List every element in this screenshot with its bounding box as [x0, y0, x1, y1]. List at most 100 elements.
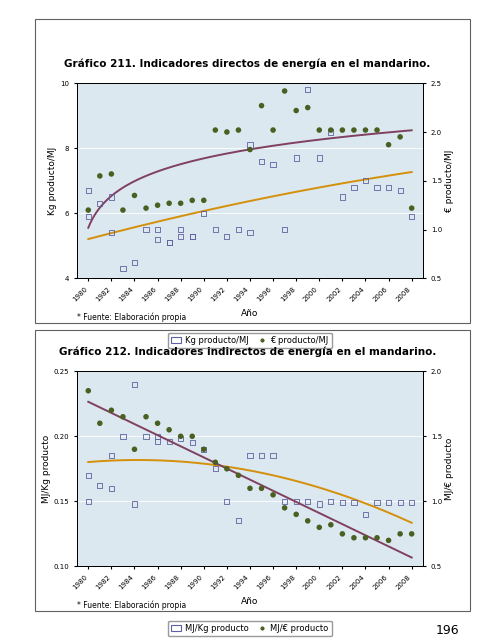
Point: [385, 140, 393, 150]
Legend: Kg producto/MJ, € producto/MJ: Kg producto/MJ, € producto/MJ: [168, 333, 332, 348]
Legend: MJ/Kg producto, MJ/€ producto: MJ/Kg producto, MJ/€ producto: [168, 621, 332, 636]
Point: [223, 496, 231, 506]
Point: [408, 529, 416, 539]
Point: [408, 211, 416, 221]
Point: [188, 431, 196, 442]
Point: [327, 496, 335, 506]
Point: [177, 225, 185, 235]
Point: [177, 198, 185, 209]
Point: [177, 431, 185, 442]
Point: [235, 125, 243, 135]
Point: [373, 532, 381, 543]
Point: [84, 186, 92, 196]
Point: [188, 195, 196, 205]
Point: [165, 198, 173, 209]
Point: [304, 102, 312, 113]
Point: [246, 145, 254, 155]
Point: [396, 497, 404, 508]
Point: [131, 444, 139, 454]
Point: [153, 418, 161, 428]
Y-axis label: MJ/€ producto: MJ/€ producto: [445, 438, 454, 500]
Point: [281, 86, 289, 96]
Point: [269, 125, 277, 135]
Point: [235, 225, 243, 235]
Point: [361, 176, 369, 186]
Point: [339, 529, 346, 539]
Point: [131, 257, 139, 268]
Point: [142, 431, 150, 442]
Point: [107, 169, 115, 179]
Point: [292, 153, 300, 163]
Point: [246, 140, 254, 150]
Point: [246, 228, 254, 238]
Point: [96, 481, 104, 491]
Point: [339, 125, 346, 135]
Point: [281, 503, 289, 513]
Point: [96, 418, 104, 428]
Point: [257, 483, 265, 493]
Text: Gráfico 211. Indicadores directos de energía en el mandarino.: Gráfico 211. Indicadores directos de ene…: [64, 59, 431, 69]
Point: [339, 192, 346, 202]
Point: [350, 125, 358, 135]
Point: [223, 231, 231, 241]
Point: [131, 499, 139, 509]
Point: [327, 520, 335, 530]
Point: [396, 186, 404, 196]
Point: [84, 211, 92, 221]
Point: [327, 125, 335, 135]
Point: [107, 192, 115, 202]
Point: [235, 470, 243, 481]
X-axis label: Año: Año: [241, 596, 259, 605]
Point: [327, 127, 335, 137]
Point: [200, 444, 208, 454]
Point: [200, 208, 208, 218]
Text: Gráfico 212. Indicadores indirectos de energía en el mandarino.: Gráfico 212. Indicadores indirectos de e…: [59, 347, 436, 357]
Point: [119, 205, 127, 215]
Point: [96, 171, 104, 181]
Text: 196: 196: [436, 623, 459, 637]
Point: [107, 405, 115, 415]
Point: [96, 198, 104, 209]
Point: [153, 431, 161, 442]
Point: [153, 436, 161, 447]
Point: [211, 464, 219, 474]
Point: [107, 451, 115, 461]
Point: [153, 200, 161, 211]
Point: [223, 127, 231, 137]
Y-axis label: Kg producto/MJ: Kg producto/MJ: [49, 147, 57, 215]
X-axis label: Año: Año: [241, 308, 259, 317]
Point: [304, 496, 312, 506]
Point: [373, 182, 381, 193]
Point: [131, 190, 139, 200]
Point: [142, 225, 150, 235]
Y-axis label: MJ/Kg producto: MJ/Kg producto: [42, 435, 50, 503]
Point: [361, 125, 369, 135]
Point: [84, 496, 92, 506]
Y-axis label: € producto/MJ: € producto/MJ: [445, 150, 454, 212]
Point: [408, 203, 416, 213]
Point: [396, 529, 404, 539]
Point: [119, 431, 127, 442]
Point: [269, 159, 277, 170]
Point: [281, 225, 289, 235]
Point: [211, 225, 219, 235]
Point: [165, 425, 173, 435]
Point: [119, 264, 127, 274]
Point: [396, 132, 404, 142]
Point: [107, 228, 115, 238]
Point: [292, 496, 300, 506]
Point: [373, 497, 381, 508]
Point: [361, 509, 369, 520]
Point: [292, 106, 300, 116]
Point: [281, 496, 289, 506]
Point: [304, 84, 312, 95]
Point: [84, 470, 92, 481]
Point: [304, 516, 312, 526]
Point: [153, 225, 161, 235]
Point: [153, 234, 161, 244]
Point: [350, 182, 358, 193]
Point: [188, 231, 196, 241]
Point: [119, 412, 127, 422]
Point: [257, 100, 265, 111]
Point: [385, 182, 393, 193]
